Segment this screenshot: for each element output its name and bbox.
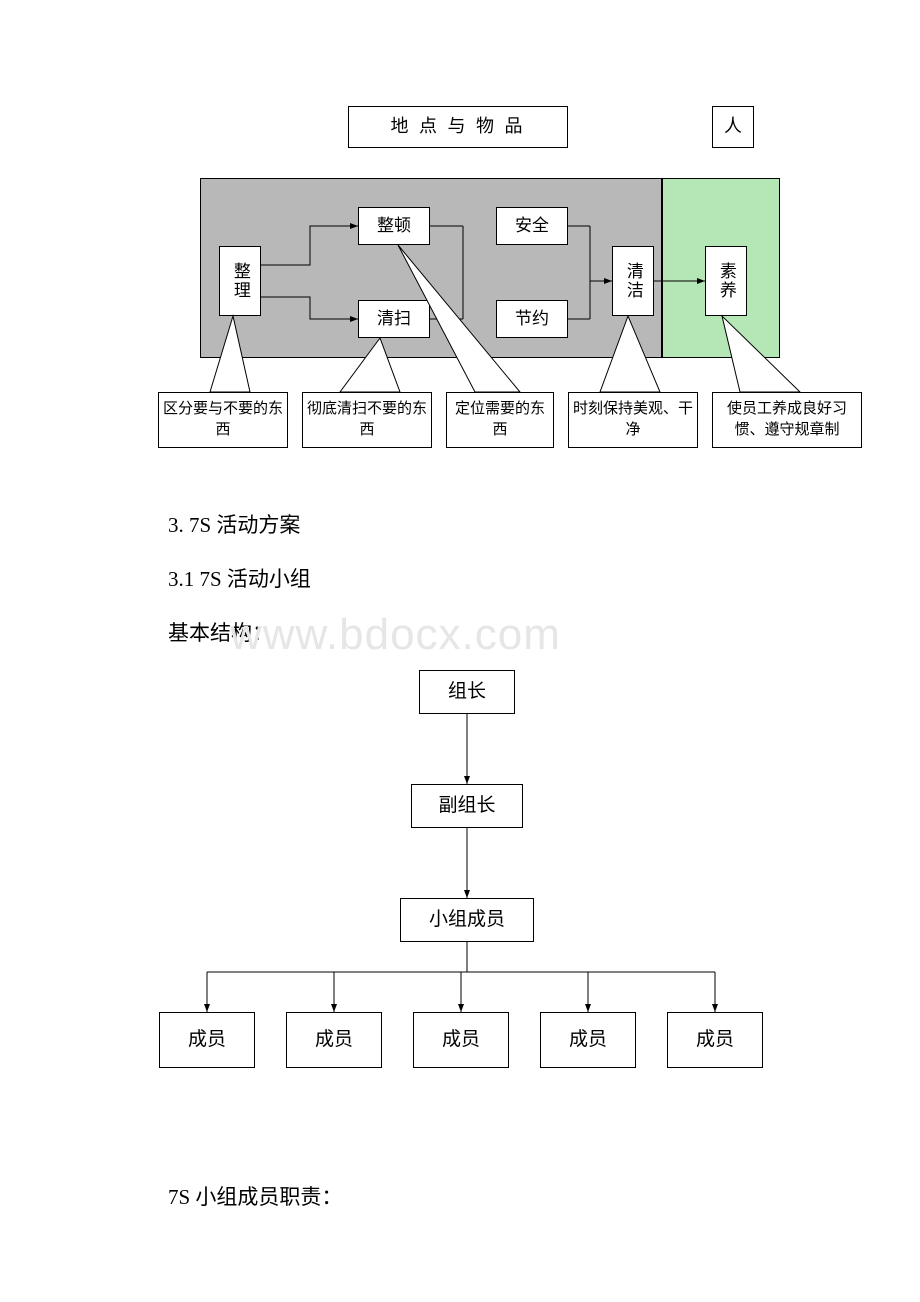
node-m4: 成员 <box>540 1012 636 1068</box>
watermark: www.bdocx.com <box>230 610 561 660</box>
node-qingjie: 清洁 <box>612 246 654 316</box>
node-leader: 组长 <box>419 670 515 714</box>
gray-panel <box>200 178 662 358</box>
text-footer: 7S 小组成员职责： <box>168 1178 342 1218</box>
node-zhengli-label: 整理 <box>228 262 252 300</box>
node-suyang: 素养 <box>705 246 747 316</box>
node-zhengdun: 整顿 <box>358 207 430 245</box>
page: 地 点 与 物 品 人 整理 整顿 清扫 安全 节约 清洁 素养 <box>0 0 920 1302</box>
node-m1: 成员 <box>159 1012 255 1068</box>
node-m2: 成员 <box>286 1012 382 1068</box>
node-group: 小组成员 <box>400 898 534 942</box>
annotation-1: 区分要与不要的东西 <box>158 392 288 448</box>
node-anquan: 安全 <box>496 207 568 245</box>
node-m3: 成员 <box>413 1012 509 1068</box>
node-suyang-label: 素养 <box>714 262 738 300</box>
node-qingsao: 清扫 <box>358 300 430 338</box>
node-vice: 副组长 <box>411 784 523 828</box>
annotation-5: 使员工养成良好习惯、遵守规章制 <box>712 392 862 448</box>
node-qingjie-label: 清洁 <box>621 262 645 300</box>
header-people: 人 <box>712 106 754 148</box>
annotation-3: 定位需要的东西 <box>446 392 554 448</box>
node-zhengli: 整理 <box>219 246 261 316</box>
node-jieyue: 节约 <box>496 300 568 338</box>
header-place-items: 地 点 与 物 品 <box>348 106 568 148</box>
annotation-4: 时刻保持美观、干净 <box>568 392 698 448</box>
heading-3-1: 3.1 7S 活动小组 <box>168 560 311 600</box>
heading-3: 3. 7S 活动方案 <box>168 506 300 546</box>
node-m5: 成员 <box>667 1012 763 1068</box>
annotation-2: 彻底清扫不要的东西 <box>302 392 432 448</box>
